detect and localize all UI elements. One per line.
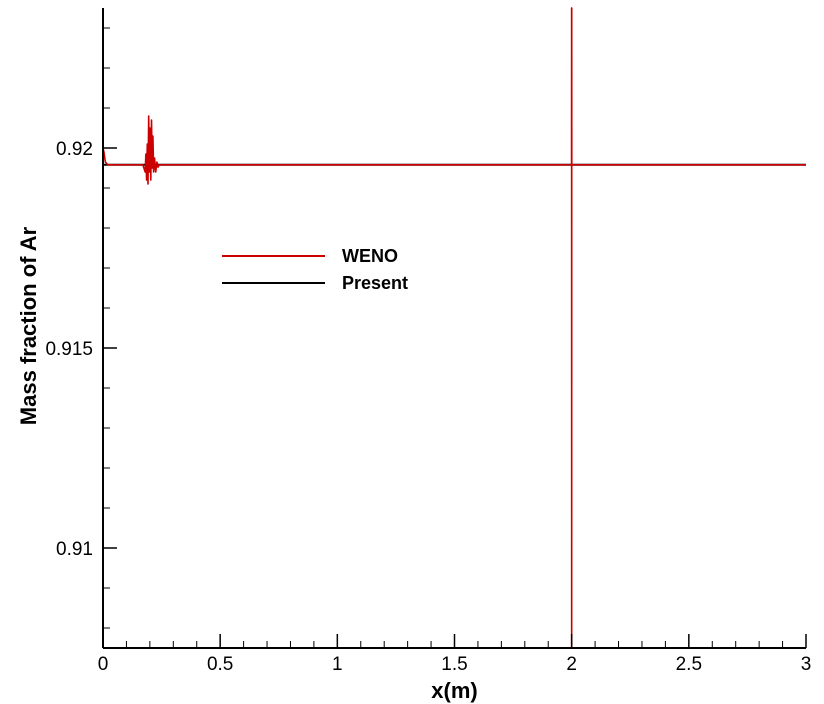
y-axis-title: Mass fraction of Ar — [16, 226, 41, 425]
legend-label-weno: WENO — [342, 246, 398, 266]
x-tick-label: 1.5 — [441, 654, 467, 675]
series-line-weno — [102, 7, 806, 649]
axes-group: 0 0.5 1 1.5 2 2.5 3 0.91 0.915 0.92 — [45, 8, 811, 675]
legend: WENO Present — [222, 246, 408, 293]
legend-label-present: Present — [342, 273, 408, 293]
x-tick-label: 2.5 — [676, 654, 702, 675]
x-tick-label: 2 — [566, 654, 577, 675]
y-tick-label: 0.92 — [56, 139, 93, 160]
y-tick-label: 0.91 — [56, 539, 93, 560]
x-axis-title: x(m) — [431, 678, 477, 703]
x-tick-label: 0.5 — [207, 654, 233, 675]
x-tick-label: 1 — [332, 654, 343, 675]
series-group — [102, 7, 806, 649]
y-tick-label: 0.915 — [45, 339, 93, 360]
x-tick-label: 0 — [98, 654, 109, 675]
x-tick-label: 3 — [801, 654, 812, 675]
